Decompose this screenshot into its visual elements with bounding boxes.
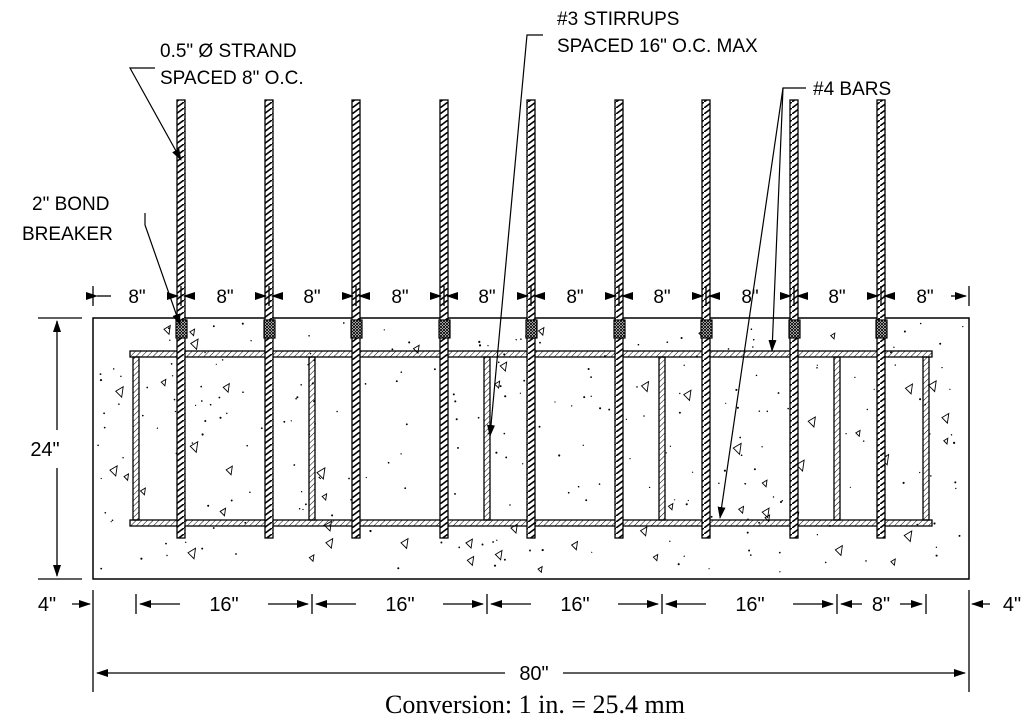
dim-height: 24" — [30, 439, 59, 461]
dim-bottom-5: 8" — [872, 594, 890, 616]
bond-breakers — [175, 319, 888, 339]
top-dimension-labels: 8" 8" 8" 8" 8" 8" 8" 8" 8" 8" — [128, 287, 933, 308]
bond-label-line1: 2" BOND — [32, 194, 109, 215]
dim-top-7: 8" — [653, 287, 670, 308]
stirrups — [132, 356, 930, 521]
dim-total-width: 80" — [519, 663, 548, 685]
dim-top-2: 8" — [216, 287, 233, 308]
dim-top-1: 8" — [128, 287, 145, 308]
dim-bottom-left-cover: 4" — [38, 594, 56, 616]
conversion-caption: Conversion: 1 in. = 25.4 mm — [385, 690, 685, 719]
strand-label-line2: SPACED 8" O.C. — [160, 68, 304, 89]
dim-top-3: 8" — [303, 287, 320, 308]
dim-top-9: 8" — [828, 287, 845, 308]
callout-stirrups: #3 STIRRUPS SPACED 16" O.C. MAX — [557, 9, 758, 57]
bottom-dimension-line — [72, 590, 990, 692]
strand — [701, 99, 711, 539]
callout-strand: 0.5" Ø STRAND SPACED 8" O.C. — [160, 41, 304, 89]
strand — [614, 99, 624, 539]
stirrup-label-line2: SPACED 16" O.C. MAX — [557, 36, 758, 57]
strand — [351, 99, 361, 539]
dim-bottom-4: 16" — [735, 594, 764, 616]
callout-leaders — [128, 34, 806, 519]
top-dimension-line — [86, 286, 970, 306]
stirrup-label-line1: #3 STIRRUPS — [557, 9, 679, 30]
dim-top-8: 8" — [741, 287, 758, 308]
strand-label-line1: 0.5" Ø STRAND — [160, 41, 297, 62]
strand — [439, 99, 449, 539]
bottom-dimension-labels: 4" 16" 16" 16" 16" 8" 4" 80" — [38, 594, 1021, 685]
strand — [876, 99, 886, 539]
strand — [526, 99, 536, 539]
callout-bond-breaker: 2" BOND BREAKER — [22, 194, 113, 245]
height-dimension-line — [38, 317, 82, 580]
dim-bottom-3: 16" — [560, 594, 589, 616]
dim-top-10: 8" — [916, 287, 933, 308]
dim-bottom-2: 16" — [385, 594, 414, 616]
dim-bottom-1: 16" — [209, 594, 238, 616]
callout-bars: #4 BARS — [813, 79, 891, 100]
strand — [789, 99, 799, 539]
bond-label-line2: BREAKER — [22, 224, 113, 245]
bars-label: #4 BARS — [813, 79, 891, 100]
strands — [176, 99, 886, 539]
dim-top-6: 8" — [566, 287, 583, 308]
dim-top-5: 8" — [478, 287, 495, 308]
strand — [264, 99, 274, 539]
dim-bottom-right-cover: 4" — [1003, 594, 1021, 616]
dim-top-4: 8" — [391, 287, 408, 308]
